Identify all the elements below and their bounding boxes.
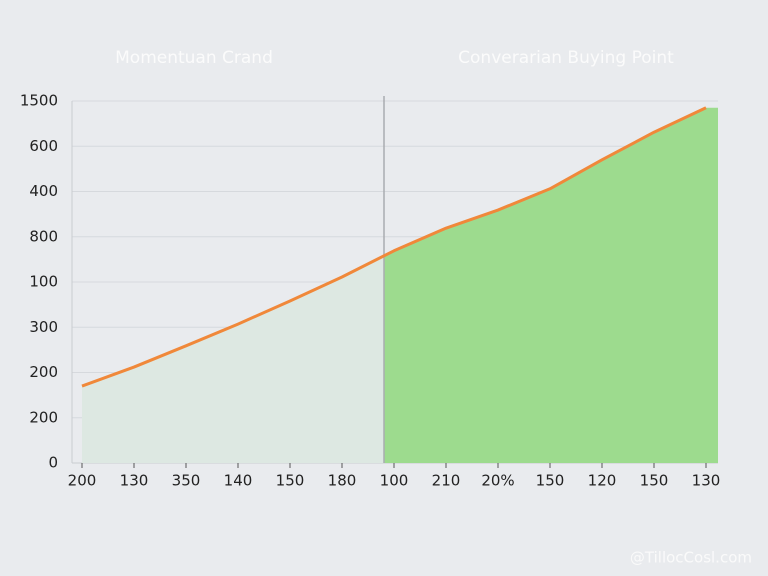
series-line xyxy=(81,106,707,388)
x-tick-label: 210 xyxy=(432,472,461,490)
x-tick-label: 200 xyxy=(68,472,97,490)
x-tick-label: 180 xyxy=(328,472,357,490)
y-tick-label: 300 xyxy=(29,318,58,336)
y-tick-label: 600 xyxy=(29,137,58,155)
x-tick-label: 100 xyxy=(380,472,409,490)
y-tick-label: 200 xyxy=(29,363,58,381)
x-tick-label: 150 xyxy=(276,472,305,490)
area-fill xyxy=(384,107,718,463)
x-tick-label: 140 xyxy=(224,472,253,490)
region-label: Converarian Buying Point xyxy=(458,48,674,68)
x-tick-label: 20% xyxy=(481,472,514,490)
watermark: @TillocCosl.com xyxy=(630,549,752,567)
plot: 1500 600 400 800 100 300 200 200 0 200 130 350 140 15… xyxy=(20,92,721,490)
x-tick-label: 350 xyxy=(172,472,201,490)
y-tick-label: 100 xyxy=(29,273,58,291)
y-tick-label: 400 xyxy=(29,182,58,200)
region-label: Momentuan Crand xyxy=(115,48,273,68)
x-tick-label: 130 xyxy=(692,472,721,490)
area-fill xyxy=(82,255,384,463)
y-tick-label: 200 xyxy=(29,408,58,426)
x-tick-label: 120 xyxy=(588,472,617,490)
x-tick-label: 150 xyxy=(640,472,669,490)
y-tick-label: 800 xyxy=(29,227,58,245)
y-tick-label: 1500 xyxy=(20,92,58,110)
x-tick-label: 150 xyxy=(536,472,565,490)
y-tick-label: 0 xyxy=(48,454,58,472)
x-tick-label: 130 xyxy=(120,472,149,490)
